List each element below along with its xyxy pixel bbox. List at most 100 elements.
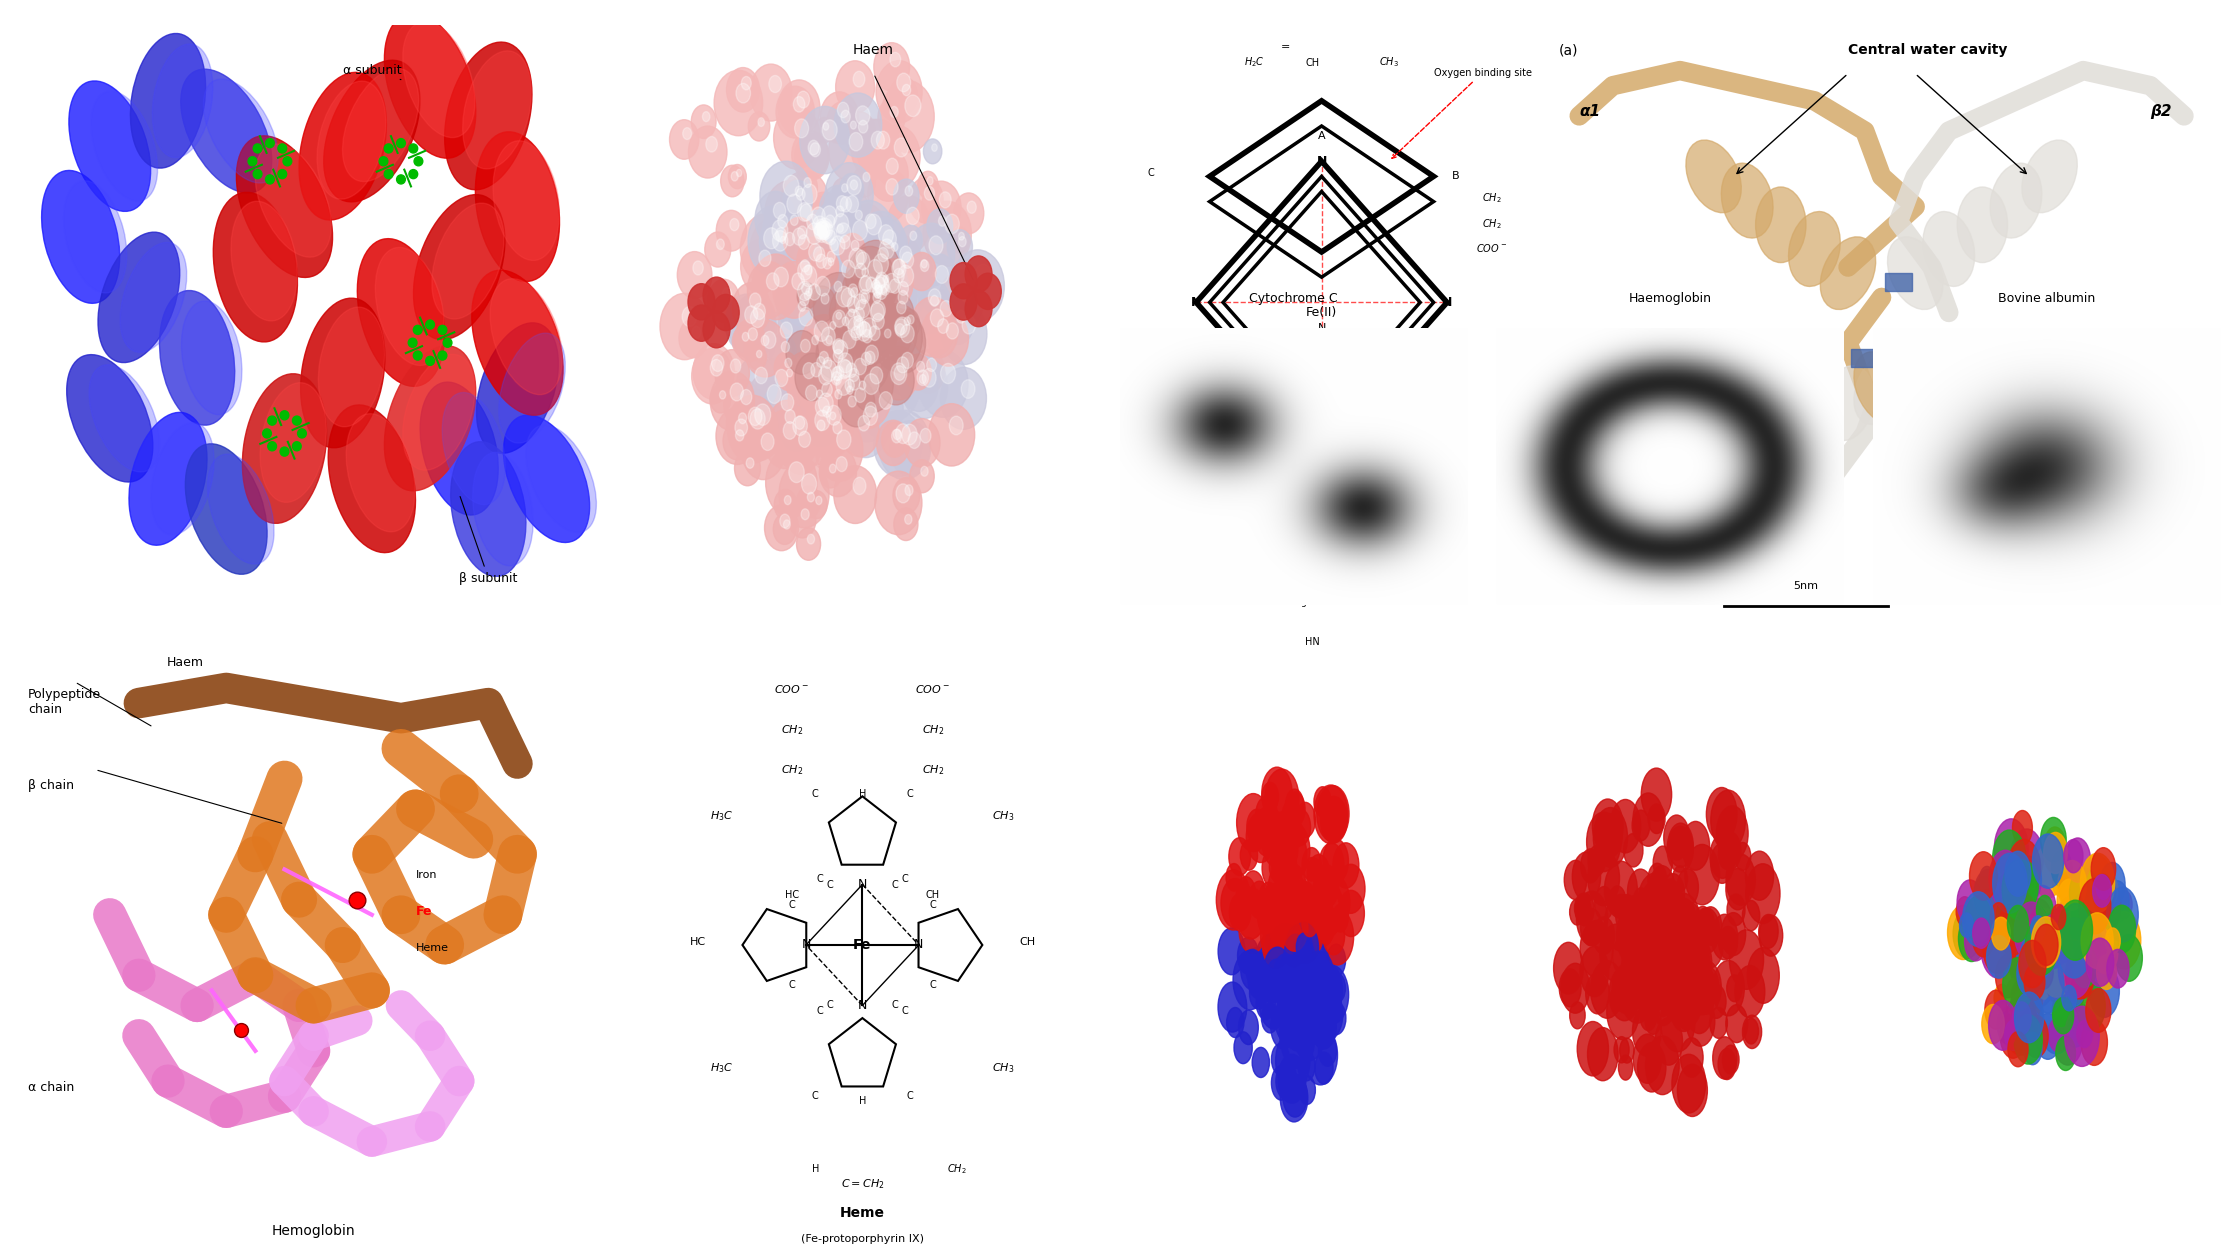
Circle shape [856,251,867,265]
Circle shape [878,258,914,307]
Circle shape [833,340,842,354]
Circle shape [862,173,869,181]
Circle shape [1252,1047,1270,1077]
Circle shape [813,328,860,391]
Circle shape [1333,843,1360,888]
Circle shape [1718,840,1734,869]
Text: =: = [1281,43,1290,53]
Circle shape [1299,949,1315,978]
Circle shape [1649,866,1676,910]
Circle shape [1319,843,1344,887]
Circle shape [1254,935,1286,987]
Circle shape [676,252,712,299]
Circle shape [782,193,824,249]
Circle shape [1676,902,1702,945]
Circle shape [876,285,883,295]
Circle shape [773,203,786,219]
Circle shape [757,350,762,358]
Circle shape [871,302,885,321]
Circle shape [880,392,892,410]
Circle shape [712,355,724,372]
Circle shape [1236,887,1266,939]
Circle shape [1337,891,1364,936]
Circle shape [1660,926,1680,958]
Circle shape [818,367,833,384]
Circle shape [764,228,780,248]
Circle shape [815,330,838,358]
Circle shape [874,253,889,273]
Circle shape [1660,921,1682,960]
Circle shape [739,214,793,284]
Circle shape [905,418,941,467]
Circle shape [806,534,815,544]
Circle shape [744,306,757,324]
Circle shape [883,422,907,457]
Circle shape [802,210,833,255]
Circle shape [2038,994,2074,1053]
Circle shape [921,260,927,268]
Circle shape [762,335,768,345]
Ellipse shape [1855,352,1908,425]
Circle shape [759,161,811,232]
Ellipse shape [208,454,273,564]
Circle shape [1649,968,1673,1009]
Circle shape [768,384,782,403]
Circle shape [1275,1031,1310,1090]
Circle shape [2020,927,2036,954]
Circle shape [791,273,804,290]
Circle shape [1631,954,1662,1009]
Circle shape [1304,1026,1337,1085]
Circle shape [871,247,918,310]
Circle shape [1292,940,1315,978]
Circle shape [1243,871,1263,910]
Circle shape [670,120,699,159]
Circle shape [782,394,793,411]
Circle shape [773,267,788,287]
Circle shape [706,232,730,267]
Circle shape [793,228,806,246]
Circle shape [840,360,892,428]
Circle shape [1644,950,1664,985]
Text: $H_3C$: $H_3C$ [710,1061,732,1075]
Circle shape [1669,921,1698,969]
Circle shape [840,236,851,249]
Circle shape [1281,934,1310,985]
Circle shape [1228,1008,1243,1037]
Circle shape [874,411,923,476]
Circle shape [784,180,813,220]
Circle shape [1266,769,1299,828]
Circle shape [1337,864,1364,913]
Circle shape [2016,935,2041,979]
Circle shape [1637,1042,1667,1092]
Circle shape [739,413,746,423]
Circle shape [737,169,741,176]
Circle shape [804,265,811,275]
Ellipse shape [325,60,419,202]
Circle shape [838,297,874,345]
Circle shape [1991,917,2009,950]
Circle shape [1315,786,1331,816]
Circle shape [1261,816,1290,867]
Circle shape [679,319,708,358]
Ellipse shape [1720,163,1774,238]
Circle shape [2032,926,2050,958]
Circle shape [2038,932,2054,961]
Circle shape [900,252,914,268]
Circle shape [777,251,829,323]
Circle shape [661,294,710,359]
Circle shape [710,370,755,431]
Circle shape [1687,987,1714,1033]
Circle shape [2041,942,2072,997]
Text: C: C [905,789,914,799]
Circle shape [878,309,916,362]
Circle shape [883,292,914,335]
Ellipse shape [67,354,152,483]
Ellipse shape [446,42,531,190]
Circle shape [2005,997,2038,1055]
Circle shape [1989,1000,2018,1051]
Circle shape [1964,921,1987,961]
Circle shape [871,131,885,149]
Circle shape [1324,839,1348,883]
Circle shape [1261,883,1286,926]
Circle shape [706,136,717,152]
